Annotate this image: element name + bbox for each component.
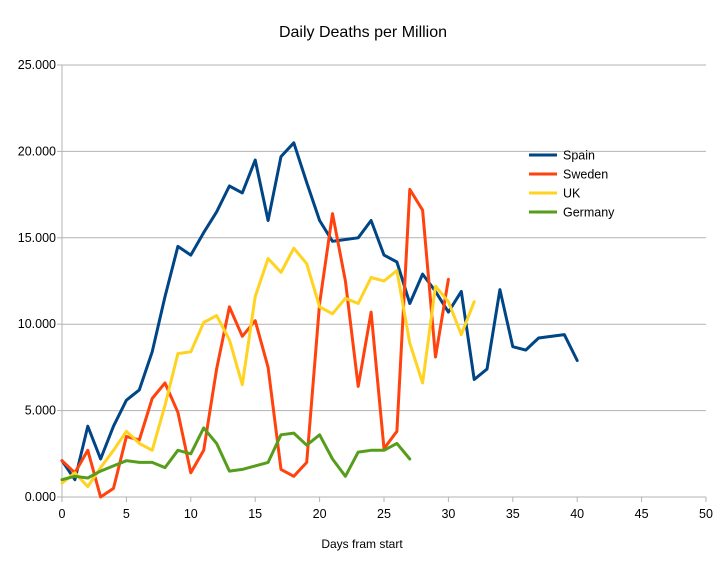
chart-title: Daily Deaths per Million xyxy=(279,24,447,41)
y-tick-label: 25.000 xyxy=(18,58,56,72)
y-tick-label: 15.000 xyxy=(18,231,56,245)
legend: Spain Sweden UK Germany xyxy=(529,149,615,220)
x-axis-label: Days fram start xyxy=(321,537,403,551)
x-tick-label: 0 xyxy=(59,507,66,521)
y-tick-label: 5.000 xyxy=(25,404,56,418)
grid-lines xyxy=(62,64,706,498)
x-tick-label: 20 xyxy=(313,507,327,521)
y-tick-label: 0.000 xyxy=(25,490,56,504)
y-tick-label: 10.000 xyxy=(18,317,56,331)
series-lines xyxy=(60,141,579,499)
series-line-spain xyxy=(60,141,579,482)
legend-label-uk: UK xyxy=(563,187,581,201)
x-tick-label: 5 xyxy=(123,507,130,521)
x-tick-label: 45 xyxy=(635,507,649,521)
legend-label-germany: Germany xyxy=(563,206,615,220)
x-tick-label: 50 xyxy=(699,507,713,521)
series-line-germany xyxy=(60,426,412,482)
x-tick-label: 25 xyxy=(377,507,391,521)
x-tick-label: 15 xyxy=(248,507,262,521)
x-tick-label: 30 xyxy=(441,507,455,521)
legend-label-spain: Spain xyxy=(563,149,595,163)
axes: 0.000 5.000 10.000 15.000 20.000 25.000 0 5 10 15… xyxy=(18,58,713,521)
x-tick-label: 10 xyxy=(184,507,198,521)
series-line-uk xyxy=(60,246,476,489)
y-tick-label: 20.000 xyxy=(18,144,56,158)
x-tick-label: 40 xyxy=(570,507,584,521)
x-tick-label: 35 xyxy=(506,507,520,521)
legend-label-sweden: Sweden xyxy=(563,168,608,182)
